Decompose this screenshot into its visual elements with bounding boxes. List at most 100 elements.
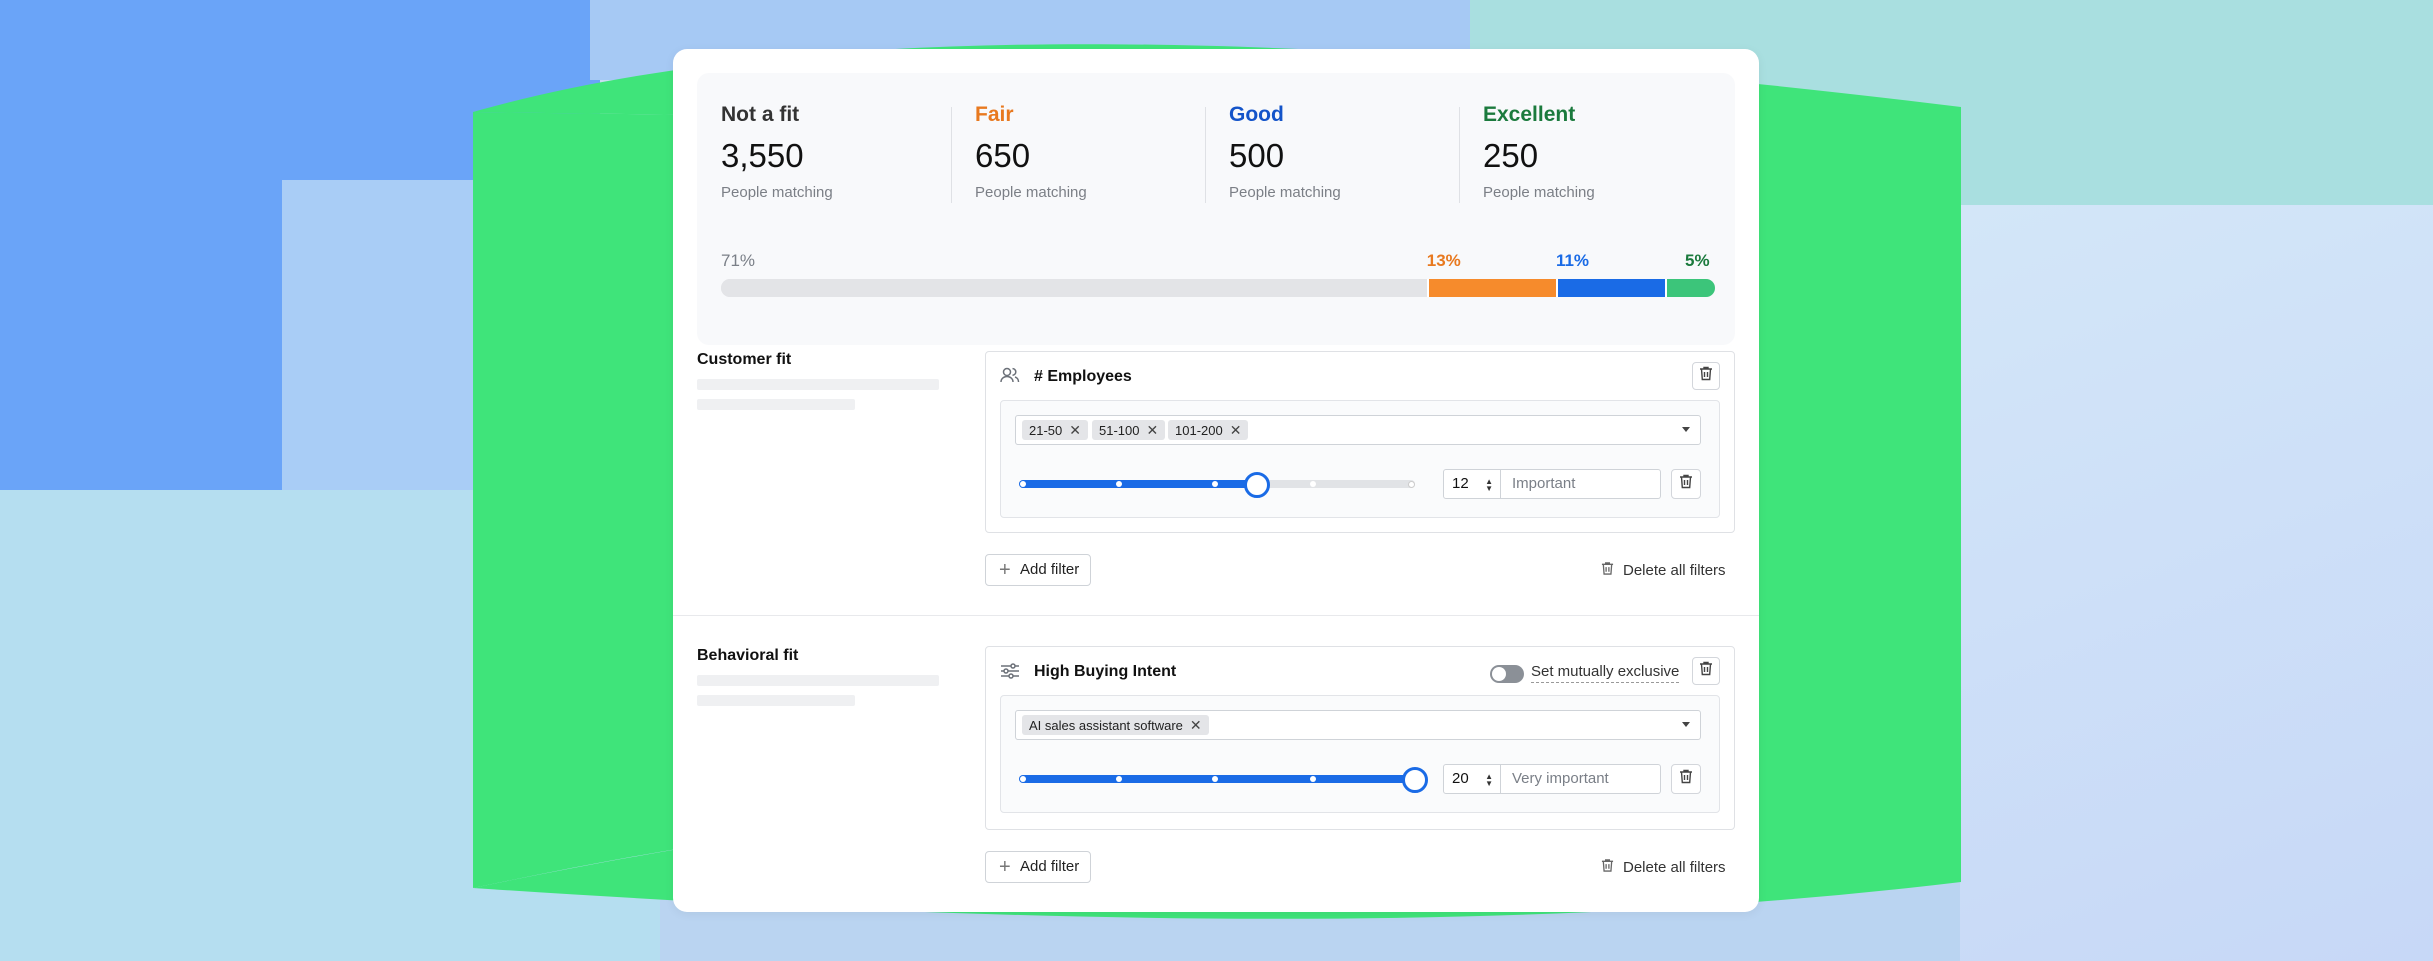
- users-icon: [1000, 366, 1020, 389]
- delete-row-button[interactable]: [1671, 469, 1701, 499]
- filter-card-employees: # Employees 21-50 ✕ 51-100 ✕ 101-200 ✕: [985, 351, 1735, 533]
- stepper-icon[interactable]: ▲ ▼: [1485, 772, 1493, 788]
- chevron-down-icon[interactable]: [1682, 427, 1690, 432]
- filter-card-buying-intent: High Buying Intent Set mutually exclusiv…: [985, 646, 1735, 830]
- metric-not-fit: Not a fit 3,550 People matching: [721, 103, 951, 201]
- pct-label-not-fit: 71%: [721, 251, 756, 270]
- chevron-down-icon[interactable]: [1682, 722, 1690, 727]
- delete-filter-button[interactable]: [1692, 362, 1720, 390]
- pct-label-fair: 13%: [1426, 251, 1461, 270]
- bar-segment-not-fit: [721, 279, 1428, 297]
- metric-subtitle: People matching: [721, 184, 833, 201]
- trash-icon: [1699, 366, 1713, 386]
- toggle-knob: [1492, 667, 1506, 681]
- add-filter-button[interactable]: + Add filter: [985, 554, 1091, 586]
- intent-topic-select[interactable]: AI sales assistant software ✕: [1015, 710, 1701, 740]
- metric-title: Fair: [975, 103, 1014, 126]
- importance-field[interactable]: Important: [1501, 469, 1661, 499]
- remove-chip-icon[interactable]: ✕: [1069, 422, 1081, 438]
- skeleton-line: [697, 399, 855, 410]
- delete-all-filters-button[interactable]: Delete all filters: [1601, 858, 1726, 877]
- metric-title: Not a fit: [721, 103, 800, 126]
- delete-filter-button[interactable]: [1692, 657, 1720, 685]
- importance-field[interactable]: Very important: [1501, 764, 1661, 794]
- chip-ai-sales-assistant: AI sales assistant software ✕: [1022, 715, 1209, 735]
- pct-label-excellent: 5%: [1685, 251, 1710, 270]
- pct-label-good: 11%: [1555, 251, 1590, 270]
- metric-value: 500: [1229, 137, 1285, 174]
- metric-value: 650: [975, 137, 1031, 174]
- metric-value: 250: [1483, 137, 1539, 174]
- slider-dot: [1020, 481, 1026, 487]
- metric-subtitle: People matching: [1483, 184, 1595, 201]
- chip-label: 51-100: [1099, 423, 1140, 438]
- delete-all-filters-button[interactable]: Delete all filters: [1601, 561, 1726, 580]
- add-filter-button[interactable]: + Add filter: [985, 851, 1091, 883]
- bar-segment-good: [1555, 279, 1669, 297]
- weight-number-input[interactable]: 12 ▲ ▼: [1443, 469, 1501, 499]
- skeleton-line: [697, 675, 939, 686]
- metric-subtitle: People matching: [975, 184, 1087, 201]
- remove-chip-icon[interactable]: ✕: [1229, 422, 1242, 438]
- metric-good: Good 500 People matching: [1229, 103, 1459, 201]
- chip-101-200: 101-200 ✕: [1168, 420, 1249, 440]
- scoring-card: Not a fit 3,550 People matching Fair 650…: [673, 49, 1759, 912]
- section-divider: [673, 615, 1759, 616]
- weight-slider[interactable]: [1019, 767, 1428, 793]
- divider: [1459, 107, 1460, 203]
- filter-settings-panel: 21-50 ✕ 51-100 ✕ 101-200 ✕ 12 ▲ ▼ Important: [1000, 400, 1720, 518]
- chip-21-50: 21-50 ✕: [1022, 420, 1088, 440]
- filter-settings-panel: AI sales assistant software ✕ 20 ▲ ▼ Very …: [1000, 695, 1720, 813]
- chip-label: AI sales assistant software: [1029, 718, 1183, 733]
- toggle-label: Set mutually exclusive: [1531, 663, 1680, 683]
- stepper-icon[interactable]: ▲ ▼: [1485, 477, 1493, 493]
- slider-dot: [1212, 481, 1218, 487]
- distribution-bar: [721, 279, 1715, 297]
- delete-all-label: Delete all filters: [1623, 859, 1726, 876]
- slider-handle[interactable]: [1402, 767, 1428, 793]
- plus-icon: +: [999, 856, 1011, 878]
- match-summary: Not a fit 3,550 People matching Fair 650…: [697, 73, 1735, 345]
- weight-number: 20: [1452, 770, 1469, 787]
- weight-slider[interactable]: [1019, 472, 1415, 498]
- weight-number: 12: [1452, 475, 1469, 492]
- chip-label: 101-200: [1175, 423, 1223, 438]
- chip-label: 21-50: [1029, 423, 1063, 438]
- slider-handle[interactable]: [1243, 472, 1270, 498]
- metric-title: Good: [1229, 103, 1284, 126]
- plus-icon: +: [999, 559, 1011, 581]
- trash-icon: [1679, 769, 1693, 789]
- filter-title: # Employees: [1034, 368, 1132, 385]
- slider-dot: [1212, 776, 1218, 782]
- mutually-exclusive-toggle[interactable]: [1490, 665, 1524, 683]
- trash-icon: [1601, 858, 1614, 877]
- divider: [951, 107, 952, 203]
- bar-segment-fair: [1426, 279, 1559, 297]
- trash-icon: [1601, 561, 1614, 580]
- chip-51-100: 51-100 ✕: [1092, 420, 1166, 440]
- slider-dot: [1116, 481, 1122, 487]
- trash-icon: [1699, 661, 1713, 681]
- trash-icon: [1679, 474, 1693, 494]
- slider-dot: [1310, 776, 1316, 782]
- metric-excellent: Excellent 250 People matching: [1483, 103, 1713, 201]
- metric-title: Excellent: [1483, 103, 1576, 126]
- sliders-icon: [1000, 663, 1020, 684]
- divider: [1205, 107, 1206, 203]
- bg-block-right: [1960, 205, 2433, 961]
- slider-dot: [1020, 776, 1026, 782]
- slider-dot: [1116, 776, 1122, 782]
- skeleton-line: [697, 695, 855, 706]
- remove-chip-icon[interactable]: ✕: [1146, 422, 1159, 438]
- slider-fill: [1019, 480, 1257, 488]
- remove-chip-icon[interactable]: ✕: [1189, 717, 1202, 733]
- slider-dot: [1310, 481, 1316, 487]
- metric-fair: Fair 650 People matching: [975, 103, 1205, 201]
- delete-row-button[interactable]: [1671, 764, 1701, 794]
- filter-title: High Buying Intent: [1034, 663, 1177, 680]
- metric-value: 3,550: [721, 137, 804, 174]
- employees-select[interactable]: 21-50 ✕ 51-100 ✕ 101-200 ✕: [1015, 415, 1701, 445]
- weight-number-input[interactable]: 20 ▲ ▼: [1443, 764, 1501, 794]
- add-filter-label: Add filter: [1020, 561, 1080, 578]
- add-filter-label: Add filter: [1020, 858, 1080, 875]
